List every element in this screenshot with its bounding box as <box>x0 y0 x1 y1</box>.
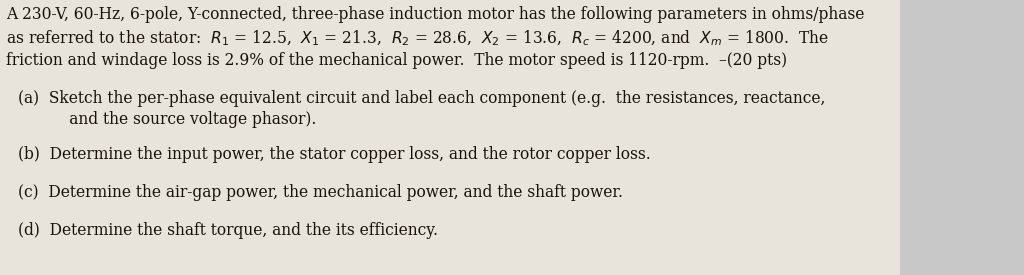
Text: (b)  Determine the input power, the stator copper loss, and the rotor copper los: (b) Determine the input power, the stato… <box>18 146 650 163</box>
Text: (c)  Determine the air-gap power, the mechanical power, and the shaft power.: (c) Determine the air-gap power, the mec… <box>18 184 623 201</box>
Text: A 230-V, 60-Hz, 6-pole, Y-connected, three-phase induction motor has the followi: A 230-V, 60-Hz, 6-pole, Y-connected, thr… <box>6 6 864 23</box>
Text: (d)  Determine the shaft torque, and the its efficiency.: (d) Determine the shaft torque, and the … <box>18 222 438 239</box>
Text: (a)  Sketch the per-phase equivalent circuit and label each component (e.g.  the: (a) Sketch the per-phase equivalent circ… <box>18 90 825 107</box>
Text: and the source voltage phasor).: and the source voltage phasor). <box>40 111 316 128</box>
Text: as referred to the stator:  $R_1$ = 12.5,  $X_1$ = 21.3,  $R_2$ = 28.6,  $X_2$ =: as referred to the stator: $R_1$ = 12.5,… <box>6 29 829 48</box>
Text: friction and windage loss is 2.9% of the mechanical power.  The motor speed is 1: friction and windage loss is 2.9% of the… <box>6 52 787 69</box>
Bar <box>0 0 900 275</box>
